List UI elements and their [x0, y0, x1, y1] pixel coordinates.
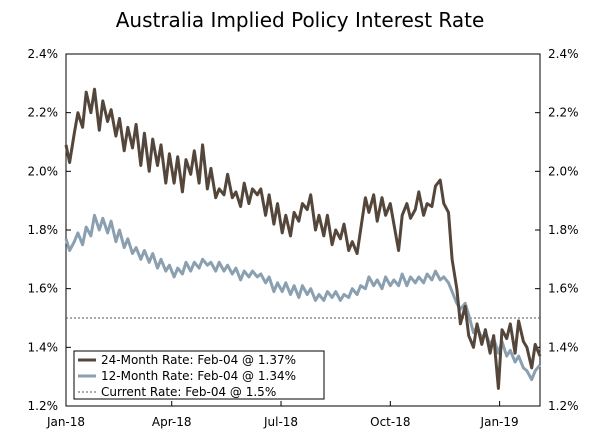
legend-box [73, 350, 325, 400]
y-tick-label-right: 2.0% [548, 164, 579, 178]
y-tick-label-left: 1.2% [28, 399, 59, 413]
chart-title: Australia Implied Policy Interest Rate [116, 8, 485, 32]
y-tick-label-right: 1.6% [548, 282, 579, 296]
x-tick-label: Oct-18 [370, 415, 410, 429]
y-tick-label-left: 2.4% [28, 47, 59, 61]
y-tick-label-right: 1.2% [548, 399, 579, 413]
y-tick-label-left: 1.8% [28, 223, 59, 237]
y-tick-label-right: 1.4% [548, 340, 579, 354]
legend-label-12-month: 12-Month Rate: Feb-04 @ 1.34% [101, 369, 296, 383]
axis-ticks [65, 53, 540, 407]
y-tick-label-right: 1.8% [548, 223, 579, 237]
y-axis-right: 1.2% 1.4% 1.6% 1.8% 2.0% 2.2% 2.4% [548, 47, 579, 413]
y-tick-label-left: 2.0% [28, 164, 59, 178]
y-tick-label-left: 1.6% [28, 282, 59, 296]
x-axis: Jan-18 Apr-18 Jul-18 Oct-18 Jan-19 [46, 415, 519, 429]
x-tick-label: Apr-18 [152, 415, 192, 429]
series-layer [64, 87, 542, 390]
y-tick-label-right: 2.2% [548, 106, 579, 120]
y-tick-label-left: 2.2% [28, 106, 59, 120]
x-tick-label: Jan-19 [480, 415, 519, 429]
y-tick-label-left: 1.4% [28, 340, 59, 354]
y-tick-label-right: 2.4% [548, 47, 579, 61]
x-tick-label: Jul-18 [263, 415, 298, 429]
x-tick-label: Jan-18 [46, 415, 85, 429]
legend-label-current-rate: Current Rate: Feb-04 @ 1.5% [101, 385, 276, 399]
y-axis-left: 1.2% 1.4% 1.6% 1.8% 2.0% 2.2% 2.4% [28, 47, 59, 413]
legend-label-24-month: 24-Month Rate: Feb-04 @ 1.37% [101, 353, 296, 367]
legend: 24-Month Rate: Feb-04 @ 1.37% 12-Month R… [73, 350, 325, 400]
series-24-month-line [64, 87, 542, 390]
